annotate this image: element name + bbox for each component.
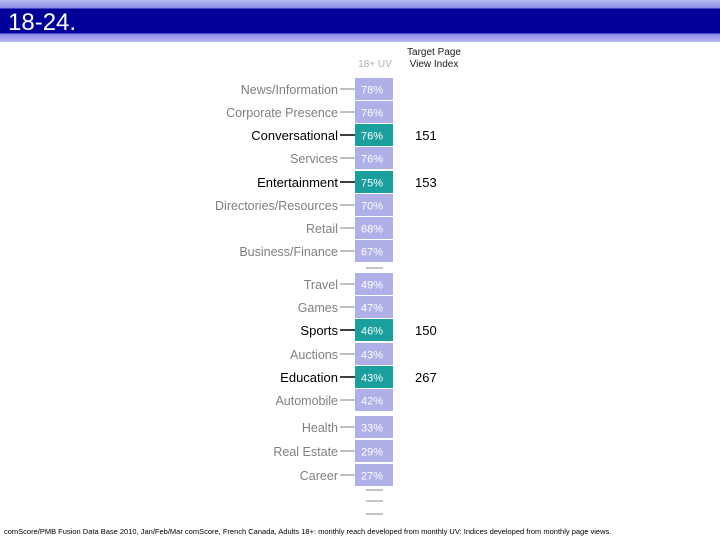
uv-value-label: 43%: [361, 373, 383, 385]
category-row: Sports 46% 150: [300, 319, 437, 341]
uv-value-label: 76%: [361, 154, 383, 166]
category-row: Conversational 76% 151: [251, 124, 437, 146]
category-row: Entertainment 75% 153: [257, 171, 437, 193]
category-label: Services: [290, 152, 338, 166]
uv-value-label: 76%: [361, 108, 383, 120]
category-label: Sports: [300, 323, 338, 338]
uv-value-box: [355, 440, 393, 462]
category-row: Corporate Presence 76%: [226, 101, 393, 123]
category-row: Auctions 43%: [290, 343, 393, 365]
category-row: Games 47%: [298, 296, 393, 318]
index-value-label: 153: [415, 175, 437, 190]
category-label: News/Information: [241, 83, 338, 97]
category-label: Entertainment: [257, 175, 338, 190]
category-row: Career 27%: [300, 464, 393, 486]
uv-value-label: 27%: [361, 471, 383, 483]
uv-value-label: 67%: [361, 247, 383, 259]
uv-value-box: [355, 78, 393, 100]
category-label: Directories/Resources: [215, 199, 338, 213]
uv-value-box: [355, 389, 393, 411]
category-label: Travel: [304, 278, 338, 292]
uv-value-box: [355, 147, 393, 169]
uv-value-label: 49%: [361, 280, 383, 292]
uv-value-box: [355, 194, 393, 216]
uv-value-box: [355, 240, 393, 262]
uv-value-box: [355, 366, 393, 388]
uv-value-box: [355, 343, 393, 365]
category-row: Real Estate 29%: [273, 440, 393, 462]
uv-value-label: 68%: [361, 224, 383, 236]
uv-value-label: 75%: [361, 178, 383, 190]
uv-value-box: [355, 101, 393, 123]
uv-value-label: 42%: [361, 396, 383, 408]
uv-value-label: 33%: [361, 423, 383, 435]
column-header-index: Target Page View Index: [398, 47, 470, 71]
category-label: Conversational: [251, 128, 338, 143]
category-label: Corporate Presence: [226, 106, 338, 120]
category-label: Retail: [306, 222, 338, 236]
category-label: Career: [300, 469, 338, 483]
uv-value-box: [355, 124, 393, 146]
category-row: Education 43% 267: [280, 366, 437, 388]
uv-value-label: 47%: [361, 303, 383, 315]
slide-title: 18-24.: [8, 9, 77, 36]
uv-value-box: [355, 464, 393, 486]
category-row: Travel 49%: [304, 273, 393, 295]
category-row: Automobile 42%: [275, 389, 393, 411]
column-header-index-text: Target Page View Index: [407, 47, 461, 70]
uv-value-box: [355, 273, 393, 295]
uv-value-label: 70%: [361, 201, 383, 213]
category-row: Health 33%: [302, 416, 393, 438]
uv-value-label: 43%: [361, 350, 383, 362]
category-label: Business/Finance: [239, 245, 338, 259]
category-row: Services 76%: [290, 147, 393, 169]
category-label: Games: [298, 301, 338, 315]
title-band: 18-24.: [0, 0, 720, 42]
uv-value-box: [355, 217, 393, 239]
category-label: Education: [280, 370, 338, 385]
category-row: Retail 68%: [306, 217, 393, 239]
uv-value-label: 29%: [361, 447, 383, 459]
index-value-label: 151: [415, 128, 437, 143]
uv-value-box: [355, 319, 393, 341]
category-row: Business/Finance 67%: [239, 240, 393, 262]
category-label: Real Estate: [273, 445, 338, 459]
uv-value-box: [355, 416, 393, 438]
column-header-uv: 18+ UV: [358, 59, 392, 70]
uv-value-box: [355, 171, 393, 193]
uv-value-label: 46%: [361, 326, 383, 338]
uv-value-label: 76%: [361, 131, 383, 143]
index-value-label: 150: [415, 323, 437, 338]
category-label: Auctions: [290, 348, 338, 362]
index-value-label: 267: [415, 370, 437, 385]
source-footnote: comScore/PMB Fusion Data Base 2010, Jan/…: [4, 527, 612, 536]
category-label: Health: [302, 421, 338, 435]
uv-value-label: 78%: [361, 85, 383, 97]
category-row: News/Information 78%: [241, 78, 393, 100]
uv-value-box: [355, 296, 393, 318]
category-row: Directories/Resources 70%: [215, 194, 393, 216]
category-label: Automobile: [275, 394, 338, 408]
